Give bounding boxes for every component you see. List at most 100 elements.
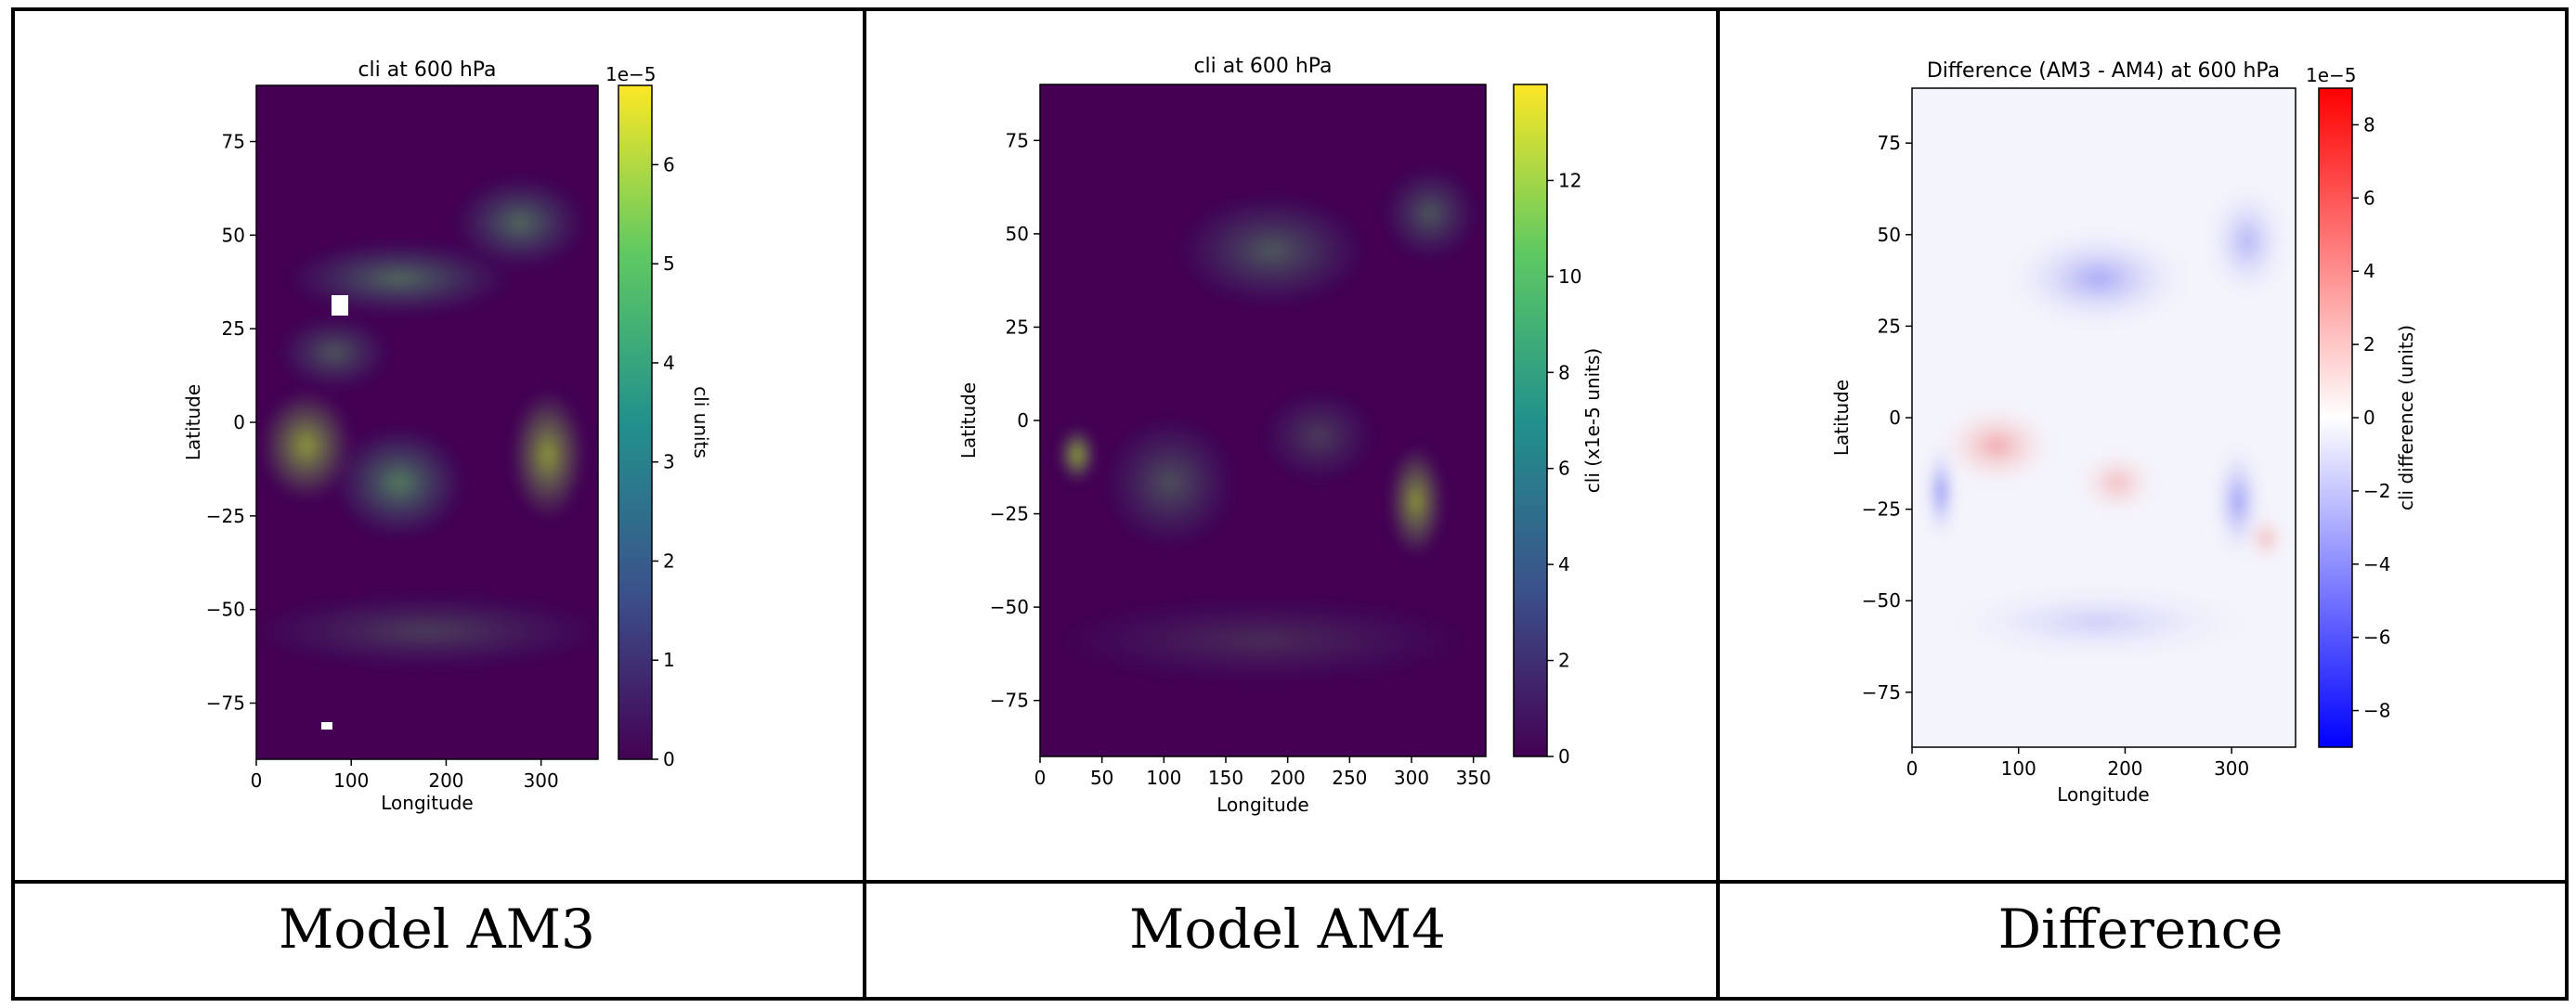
am4-heatmap-field	[1059, 167, 1477, 682]
am4-colorbar-label: cli (x1e-5 units)	[1581, 348, 1604, 493]
diff-x-ticks: 0 100 200 300	[1906, 747, 2249, 780]
am4-x-ticks: 0 50 100 150 200 250 300 350	[1034, 756, 1491, 789]
am3-colorbar-tick-label: 3	[663, 451, 675, 473]
diff-y-tick-label: 0	[1889, 407, 1901, 429]
diff-colorbar-label: cli difference (units)	[2395, 325, 2417, 510]
am3-y-tick-label: −25	[206, 505, 245, 527]
am3-colorbar-label: cli units	[690, 386, 712, 459]
am4-x-tick-label: 350	[1456, 767, 1491, 789]
am4-x-axis-label: Longitude	[1216, 794, 1308, 816]
am4-y-tick-label: 75	[1006, 129, 1029, 151]
am3-colorbar-tick-label: 0	[663, 748, 675, 770]
am4-y-tick-label: −50	[990, 596, 1029, 618]
am3-x-tick-label: 300	[524, 769, 559, 792]
diff-y-tick-label: −50	[1862, 589, 1901, 612]
diff-y-tick-label: 75	[1878, 132, 1901, 154]
diff-colorbar-tick-label: −8	[2363, 700, 2390, 722]
am3-y-tick-label: −50	[206, 599, 245, 621]
am3-plot-title: cli at 600 hPa	[358, 58, 496, 82]
caption-difference: Difference	[1997, 898, 2283, 961]
am3-plot: cli at 600 hPa 0 100 200 300 7550250−25−50−…	[182, 58, 712, 814]
am4-x-tick-label: 50	[1090, 767, 1113, 789]
am3-heatmap-field	[256, 176, 598, 668]
diff-colorbar-ticks: 8 6 4 2 0 −2 −4 −6 −8	[2352, 113, 2390, 722]
am4-colorbar-tick-label: 10	[1558, 265, 1581, 288]
am4-colorbar-tick-label: 12	[1558, 169, 1581, 191]
am4-colorbar	[1513, 84, 1548, 757]
am3-colorbar-tick-label: 5	[663, 252, 675, 275]
diff-colorbar-offset: 1e−5	[2306, 64, 2357, 86]
column-divider	[1716, 11, 1720, 997]
am4-x-tick-label: 250	[1332, 767, 1367, 789]
am4-colorbar-tick-label: 8	[1558, 361, 1570, 383]
diff-heatmap-field	[1922, 176, 2294, 664]
caption-am4: Model AM4	[1129, 898, 1446, 961]
row-divider	[15, 880, 2565, 884]
am4-colorbar-tick-label: 6	[1558, 458, 1570, 480]
am3-x-ticks: 0 100 200 300	[251, 759, 559, 792]
diff-y-tick-label: 25	[1878, 315, 1901, 337]
column-divider	[863, 11, 866, 997]
diff-y-axis-label: Latitude	[1830, 380, 1853, 456]
am3-colorbar-ticks: 0 1 2 3 4 5 6	[652, 153, 675, 770]
diff-colorbar-tick-label: −6	[2363, 627, 2390, 649]
am4-x-tick-label: 150	[1208, 767, 1243, 789]
am4-y-tick-label: −25	[990, 503, 1029, 525]
missing-data-patch	[321, 722, 332, 730]
am4-x-tick-label: 100	[1146, 767, 1181, 789]
am3-x-tick-label: 100	[333, 769, 369, 792]
am3-x-tick-label: 200	[428, 769, 463, 792]
diff-colorbar-tick-label: −2	[2363, 480, 2390, 502]
am4-plot-title: cli at 600 hPa	[1193, 55, 1332, 78]
am3-x-tick-label: 0	[251, 769, 263, 792]
caption-am3: Model AM3	[279, 898, 595, 961]
diff-colorbar-tick-label: 6	[2363, 187, 2375, 209]
diff-plot-title: Difference (AM3 - AM4) at 600 hPa	[1927, 59, 2280, 83]
diff-colorbar-tick-label: 2	[2363, 333, 2375, 355]
am4-y-tick-label: −75	[990, 690, 1029, 712]
am4-colorbar-tick-label: 2	[1558, 650, 1570, 672]
diff-colorbar-tick-label: 0	[2363, 407, 2375, 429]
am4-y-ticks: 75 50 25 0 −25 −50 −75	[990, 129, 1040, 712]
am3-y-axis-label: Latitude	[182, 384, 204, 460]
diff-colorbar-tick-label: 8	[2363, 113, 2375, 136]
figure-table	[11, 7, 2569, 1001]
am4-colorbar-ticks: 0 2 4 6 8 10 12	[1547, 169, 1581, 768]
diff-colorbar-tick-label: 4	[2363, 260, 2375, 282]
am3-y-tick-label: 75	[222, 131, 245, 153]
am4-x-tick-label: 0	[1034, 767, 1047, 789]
am3-y-tick-label: 0	[233, 411, 245, 433]
am3-colorbar-offset: 1e−5	[605, 63, 657, 85]
diff-colorbar	[2318, 87, 2353, 748]
diff-y-ticks: 75 50 25 0 −25 −50 −75	[1862, 132, 1912, 704]
am3-colorbar	[618, 84, 653, 760]
am4-x-tick-label: 200	[1270, 767, 1306, 789]
am4-x-tick-label: 300	[1394, 767, 1429, 789]
diff-y-tick-label: −75	[1862, 681, 1901, 704]
am4-y-tick-label: 0	[1017, 409, 1029, 432]
am4-colorbar-tick-label: 4	[1558, 553, 1570, 575]
am3-colorbar-tick-label: 4	[663, 352, 675, 374]
am4-plot: cli at 600 hPa 0 50 100 150 200 250 300 350 755…	[957, 55, 1604, 816]
am3-colorbar-tick-label: 2	[663, 549, 675, 572]
missing-data-patch	[332, 295, 348, 316]
am3-y-ticks: 75 50 25 0 −25 −50 −75	[206, 131, 256, 715]
am4-y-tick-label: 25	[1006, 316, 1029, 338]
diff-x-tick-label: 0	[1906, 757, 1919, 780]
am3-x-axis-label: Longitude	[381, 792, 473, 814]
diff-y-tick-label: 50	[1878, 224, 1901, 246]
am3-y-tick-label: 25	[222, 317, 245, 340]
am3-y-tick-label: 50	[222, 224, 245, 246]
diff-x-tick-label: 100	[2001, 757, 2036, 780]
diff-x-tick-label: 300	[2214, 757, 2249, 780]
diff-plot: Difference (AM3 - AM4) at 600 hPa 0 100 20…	[1830, 59, 2417, 806]
diff-x-axis-label: Longitude	[2057, 783, 2149, 806]
am4-y-tick-label: 50	[1006, 223, 1029, 245]
diff-colorbar-tick-label: −4	[2363, 553, 2390, 575]
am3-colorbar-tick-label: 1	[663, 649, 675, 671]
diff-x-tick-label: 200	[2107, 757, 2142, 780]
am3-colorbar-tick-label: 6	[663, 153, 675, 175]
am4-colorbar-tick-label: 0	[1558, 745, 1570, 768]
diff-y-tick-label: −25	[1862, 498, 1901, 521]
